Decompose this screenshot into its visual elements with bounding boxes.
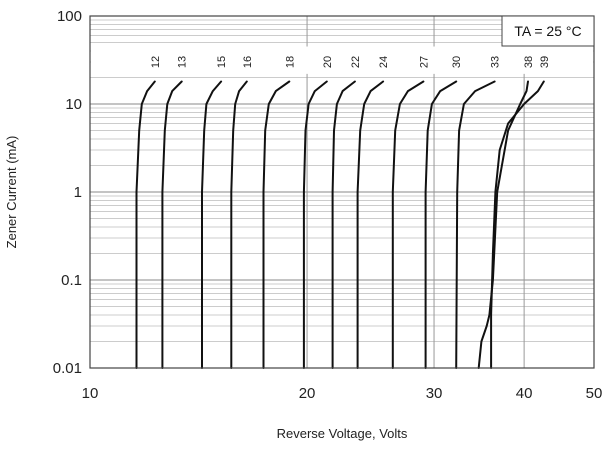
zener-curve-20	[302, 80, 328, 369]
y-tick-labels: 0.01 0.1 1 10 100	[53, 8, 82, 377]
curve-label-39: 39	[539, 56, 551, 68]
zener-curve-38	[477, 80, 529, 369]
curve-label-22: 22	[350, 56, 362, 68]
zener-curve-24	[356, 80, 385, 369]
curve-label-30: 30	[451, 56, 463, 68]
zener-curve-18	[262, 80, 291, 369]
zener-curve-27	[391, 80, 425, 369]
x-axis-title: Reverse Voltage, Volts	[277, 426, 408, 441]
y-axis-title: Zener Current (mA)	[4, 136, 19, 249]
curve-label-16: 16	[242, 56, 254, 68]
x-tick-labels: 10 20 30 40 50	[82, 385, 603, 402]
zener-curve-22	[331, 80, 356, 369]
x-tick-label: 40	[516, 385, 533, 402]
curve-label-15: 15	[216, 56, 228, 68]
curve-label-33: 33	[490, 56, 502, 68]
temperature-note-background	[501, 15, 595, 47]
plot-frame	[89, 15, 595, 369]
temperature-note-text: TA = 25 °C	[514, 23, 581, 39]
y-tick-label: 1	[74, 184, 82, 201]
x-tick-label: 50	[586, 385, 603, 402]
curve-label-12: 12	[150, 56, 162, 68]
curve-label-38: 38	[523, 56, 535, 68]
zener-curve-15	[201, 80, 223, 369]
y-tick-label: 0.1	[61, 272, 82, 289]
zener-curve-39	[490, 80, 545, 369]
x-tick-label: 10	[82, 385, 99, 402]
curve-label-13: 13	[177, 56, 189, 68]
curve-label-20: 20	[322, 56, 334, 68]
curves: 12 13 15 16 18 20 22 24 27 30 33 38 39	[135, 56, 551, 369]
x-tick-label: 20	[299, 385, 316, 402]
curve-label-24: 24	[378, 56, 390, 68]
zener-curve-16	[230, 80, 248, 369]
zener-curve-13	[161, 80, 183, 369]
zener-curve-30	[424, 80, 458, 369]
temperature-note: TA = 25 °C	[501, 15, 595, 47]
label-strip	[91, 46, 593, 74]
grid	[89, 16, 595, 369]
x-tick-label: 30	[426, 385, 443, 402]
zener-curve-33	[455, 80, 496, 369]
y-tick-label: 10	[65, 96, 82, 113]
y-tick-label: 0.01	[53, 360, 82, 377]
curve-label-27: 27	[418, 56, 430, 68]
zener-curve-12	[135, 80, 156, 369]
y-tick-label: 100	[57, 8, 82, 25]
curve-label-18: 18	[284, 56, 296, 68]
